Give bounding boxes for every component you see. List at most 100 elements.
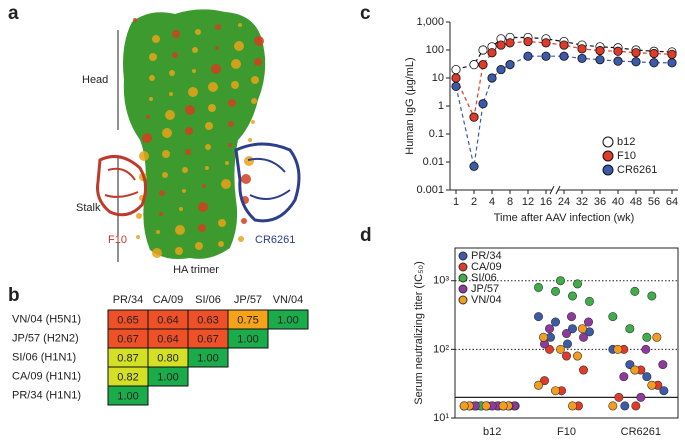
- point: [567, 291, 577, 301]
- legend-marker: [602, 164, 614, 176]
- surface-patch: [211, 64, 221, 74]
- point: [667, 49, 677, 59]
- point: [478, 45, 488, 55]
- point: [578, 332, 588, 342]
- surface-patch: [238, 236, 244, 242]
- surface-patch: [179, 207, 183, 211]
- surface-patch: [185, 149, 191, 155]
- point: [469, 60, 479, 70]
- point: [613, 56, 623, 66]
- surface-patch: [202, 184, 206, 188]
- point: [667, 58, 677, 68]
- surface-patch: [136, 213, 142, 219]
- row-header: SI/06 (H1N1): [12, 351, 76, 363]
- point: [647, 380, 657, 390]
- surface-patch: [251, 76, 259, 84]
- point: [647, 291, 657, 301]
- structure-illustration: [96, 9, 301, 262]
- legend-label: CR6261: [617, 164, 657, 176]
- cell-value: 0.63: [197, 314, 218, 326]
- point: [541, 38, 551, 48]
- table-cell: [187, 347, 229, 368]
- legend-label: JP/57: [471, 283, 499, 295]
- surface-patch: [185, 127, 193, 135]
- caption: HA trimer: [173, 264, 219, 276]
- row-header: VN/04 (H5N1): [12, 313, 81, 325]
- point: [505, 38, 515, 48]
- legend-label: F10: [617, 150, 636, 162]
- point: [566, 312, 576, 322]
- series-line: [455, 55, 672, 167]
- surface-patch: [182, 189, 186, 193]
- surface-patch: [225, 161, 229, 165]
- point: [561, 329, 571, 339]
- surface-patch: [218, 241, 224, 247]
- y-tick-label: 10²: [433, 343, 449, 355]
- chart: 10¹ 10² 10³ Serum neutralizing titer (IC₅₀)…: [413, 247, 679, 438]
- table-cell: [147, 366, 189, 387]
- point: [561, 351, 571, 361]
- cell-value: 1.00: [117, 390, 138, 402]
- point: [555, 344, 565, 354]
- point: [544, 324, 554, 334]
- x-tick-label: 48: [630, 196, 642, 208]
- region-label: Head: [82, 74, 108, 86]
- x-tick-label: 1: [453, 196, 459, 208]
- cell-value: 0.80: [157, 352, 178, 364]
- row-header: CA/09 (H1N1): [12, 370, 81, 382]
- surface-patch: [136, 235, 140, 239]
- surface-patch: [221, 179, 231, 189]
- surface-patch: [139, 151, 149, 161]
- cell-value: 0.67: [197, 333, 218, 345]
- surface-patch: [149, 75, 155, 81]
- surface-patch: [248, 138, 252, 142]
- point: [481, 401, 491, 411]
- region-label: Stalk: [76, 202, 101, 214]
- y-tick-label: 10: [432, 72, 444, 84]
- ha-surface: [123, 9, 266, 259]
- point: [451, 64, 461, 75]
- point: [496, 40, 506, 50]
- surface-patch: [241, 218, 247, 224]
- cell-value: 0.82: [117, 371, 138, 383]
- column-header: CA/09: [153, 294, 184, 306]
- point: [608, 312, 618, 322]
- surface-patch: [234, 41, 244, 51]
- point: [469, 112, 479, 122]
- surface-patch: [156, 230, 160, 234]
- point: [572, 351, 582, 361]
- y-tick-label: 0.01: [423, 156, 444, 168]
- row-header: PR/34 (H1N1): [12, 389, 81, 401]
- surface-patch: [152, 35, 160, 43]
- x-axis-label: Time after AAV infection (wk): [494, 212, 635, 224]
- cell-value: 0.64: [157, 314, 178, 326]
- antibody-label: F10: [108, 234, 127, 246]
- surface-patch: [215, 24, 221, 30]
- point: [614, 392, 624, 402]
- column-header: PR/34: [113, 294, 144, 306]
- x-tick-label: 16: [540, 196, 552, 208]
- x-tick-label: 32: [576, 196, 588, 208]
- x-tick-label: 56: [648, 196, 660, 208]
- point: [595, 46, 605, 56]
- point: [613, 46, 623, 56]
- cr6261-ribbon: [247, 157, 291, 200]
- point: [505, 60, 515, 70]
- y-tick-label: 0.001: [416, 184, 444, 196]
- table-cell: [107, 385, 149, 406]
- point: [620, 401, 630, 411]
- surface-patch: [169, 70, 175, 76]
- cell-value: 0.65: [117, 314, 138, 326]
- legend-marker: [458, 251, 468, 261]
- surface-patch: [192, 69, 196, 73]
- x-tick-label: 12: [522, 196, 534, 208]
- point: [478, 99, 488, 109]
- point: [459, 401, 469, 411]
- surface-patch: [208, 104, 216, 112]
- x-tick-label: 4: [489, 196, 495, 208]
- surface-patch: [241, 174, 251, 184]
- legend-label: b12: [617, 136, 635, 148]
- surface-patch: [175, 225, 185, 235]
- panel-label: b: [8, 285, 20, 306]
- legend-marker: [602, 136, 614, 148]
